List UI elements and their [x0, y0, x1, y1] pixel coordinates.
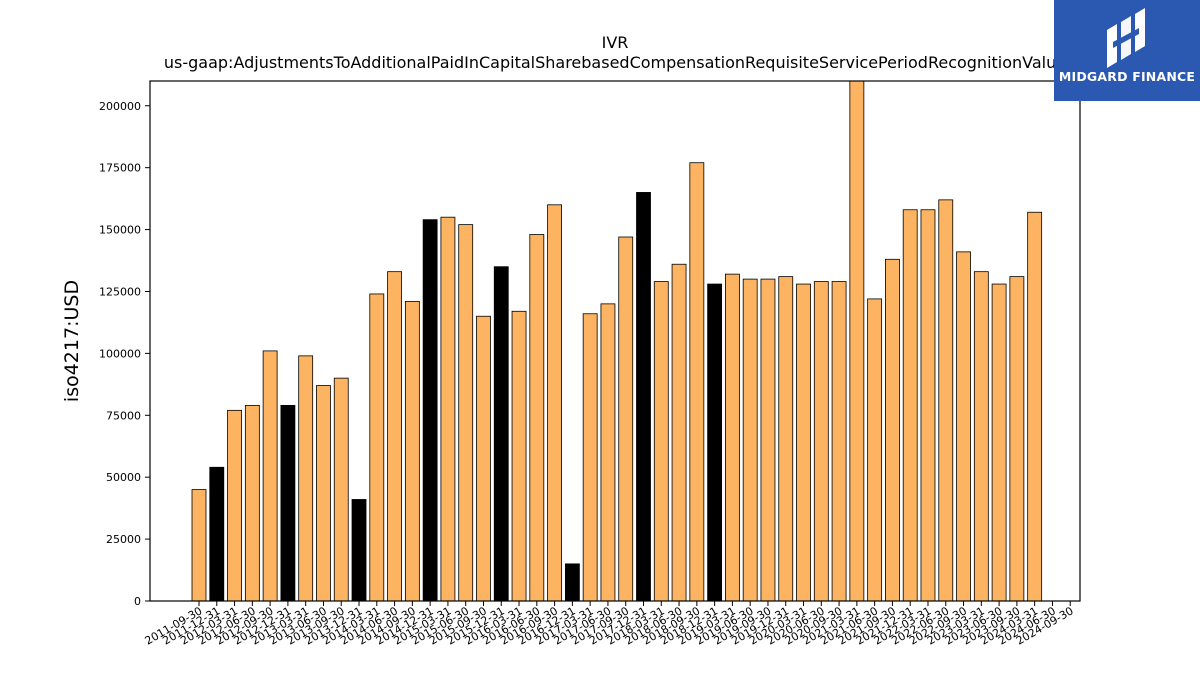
bar-2016-09-30 — [548, 205, 562, 601]
bar-2017-03-31 — [583, 314, 597, 601]
y-tick-label: 50000 — [106, 471, 141, 484]
bar-2016-12-31 — [565, 564, 579, 601]
y-tick-label: 100000 — [99, 347, 141, 360]
bar-2024-03-31 — [1028, 212, 1042, 601]
y-axis-ticks: 0 25000 50000 75000 100000 125000 150000 175000… — [99, 100, 150, 608]
x-axis-ticks: 2011-09-302011-12-312012-03-312012-06-30… — [143, 601, 1076, 648]
bar-2020-03-31 — [797, 284, 811, 601]
bar-2012-03-31 — [228, 410, 242, 601]
bar-2012-12-31 — [281, 405, 295, 601]
bar-2018-03-31 — [654, 282, 668, 601]
bar-2017-06-30 — [601, 304, 615, 601]
bar-2022-03-31 — [921, 210, 935, 601]
bar-2013-09-30 — [334, 378, 348, 601]
bar-2021-12-31 — [903, 210, 917, 601]
bar-2016-06-30 — [530, 235, 544, 601]
bar-2019-03-31 — [725, 274, 739, 601]
bar-2023-09-30 — [1010, 277, 1024, 601]
bar-2017-09-30 — [619, 237, 633, 601]
bar-2020-06-30 — [814, 282, 828, 601]
bar-2023-03-31 — [974, 272, 988, 601]
brand-logo-box: MIDGARD FINANCE — [1054, 0, 1200, 101]
chart-title: IVR — [602, 33, 629, 52]
bar-2018-12-31 — [708, 284, 722, 601]
bar-2022-06-30 — [939, 200, 953, 601]
y-tick-label: 150000 — [99, 224, 141, 237]
bar-2014-09-30 — [405, 301, 419, 601]
chart-subtitle: us-gaap:AdjustmentsToAdditionalPaidInCap… — [164, 53, 1066, 72]
bar-2013-06-30 — [316, 386, 330, 601]
bar-2019-09-30 — [761, 279, 775, 601]
bar-2014-06-30 — [388, 272, 402, 601]
bar-2012-06-30 — [245, 405, 259, 601]
bar-2015-03-31 — [441, 217, 455, 601]
bar-2013-03-31 — [299, 356, 313, 601]
bar-2016-03-31 — [512, 311, 526, 601]
bar-chart: IVR us-gaap:AdjustmentsToAdditionalPaidI… — [0, 0, 1200, 675]
bar-2018-09-30 — [690, 163, 704, 601]
bar-2015-09-30 — [476, 316, 490, 601]
bar-2022-09-30 — [957, 252, 971, 601]
bar-2015-06-30 — [459, 225, 473, 601]
bar-2018-06-30 — [672, 264, 686, 601]
bar-2017-12-31 — [637, 192, 651, 601]
y-axis-label: iso4217:USD — [61, 280, 83, 402]
bars-group — [192, 81, 1042, 601]
midgard-logo-icon — [1099, 8, 1155, 68]
brand-name: MIDGARD FINANCE — [1054, 69, 1200, 84]
y-tick-label: 125000 — [99, 285, 141, 298]
y-tick-label: 200000 — [99, 100, 141, 113]
bar-2020-09-30 — [832, 282, 846, 601]
bar-2013-12-31 — [352, 499, 366, 601]
bar-2012-09-30 — [263, 351, 277, 601]
bar-2014-12-31 — [423, 220, 437, 601]
bar-2015-12-31 — [494, 267, 508, 601]
bar-2019-06-30 — [743, 279, 757, 601]
bar-2019-12-31 — [779, 277, 793, 601]
bar-2014-03-31 — [370, 294, 384, 601]
y-tick-label: 75000 — [106, 409, 141, 422]
bar-2011-12-31 — [210, 467, 224, 601]
bar-2011-09-30 — [192, 490, 206, 601]
y-tick-label: 0 — [134, 595, 141, 608]
bar-2021-09-30 — [885, 259, 899, 601]
bar-2021-06-30 — [868, 299, 882, 601]
bar-2021-03-31 — [850, 81, 864, 601]
y-tick-label: 25000 — [106, 533, 141, 546]
y-tick-label: 175000 — [99, 162, 141, 175]
bar-2023-06-30 — [992, 284, 1006, 601]
